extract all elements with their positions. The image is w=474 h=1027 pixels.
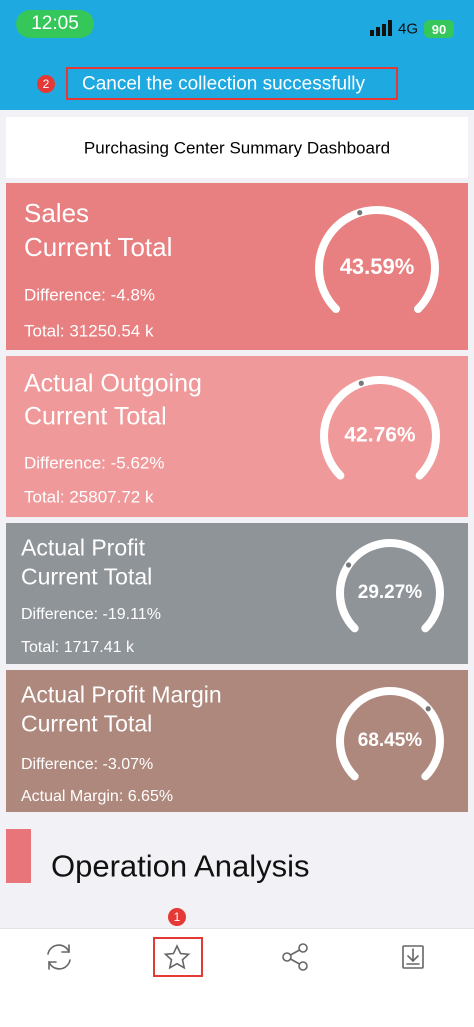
gauge: 43.59% bbox=[315, 206, 439, 314]
dashboard-title: Purchasing Center Summary Dashboard bbox=[83, 138, 391, 158]
share-button[interactable] bbox=[282, 943, 308, 971]
annotation-badge: 2 bbox=[37, 75, 55, 93]
card-title: Actual Profit bbox=[21, 534, 145, 561]
gauge-marker bbox=[425, 706, 431, 712]
toast-message: Cancel the collection successfully bbox=[82, 73, 366, 95]
gauge-arc bbox=[320, 376, 440, 480]
section-title: Operation Analysis bbox=[51, 848, 310, 884]
download-button[interactable] bbox=[402, 945, 424, 969]
tab-icons bbox=[47, 943, 424, 971]
section-marker bbox=[6, 829, 31, 883]
card-title: Actual Outgoing bbox=[24, 369, 202, 398]
total: Total: 1717.41 k bbox=[21, 639, 134, 656]
gauge: 42.76% bbox=[320, 376, 440, 480]
gauge-arc bbox=[336, 687, 444, 781]
total: Total: 31250.54 k bbox=[24, 321, 154, 341]
gauge: 68.45% bbox=[336, 687, 444, 781]
gauge-marker bbox=[345, 562, 352, 568]
network: 4G bbox=[398, 20, 419, 38]
total: Actual Margin: 6.65% bbox=[21, 788, 174, 805]
annotation-badge: 1 bbox=[168, 908, 186, 926]
difference: Difference: -4.8% bbox=[24, 285, 156, 305]
gauge-arc bbox=[336, 539, 444, 633]
refresh-button[interactable] bbox=[47, 944, 71, 970]
tab-bar bbox=[0, 928, 474, 1027]
gauge-arc bbox=[315, 206, 439, 314]
card-title: Current Total bbox=[21, 563, 153, 590]
difference: Difference: -5.62% bbox=[24, 453, 165, 473]
difference: Difference: -3.07% bbox=[21, 756, 154, 773]
gauge: 29.27% bbox=[336, 539, 444, 633]
card-title: Current Total bbox=[24, 402, 167, 431]
card-title: Current Total bbox=[21, 710, 153, 737]
signal-icon bbox=[370, 20, 392, 36]
gauge-label: 42.76% bbox=[344, 424, 416, 447]
gauge-marker bbox=[358, 380, 364, 386]
difference: Difference: -19.11% bbox=[21, 606, 161, 623]
gauge-label: 29.27% bbox=[358, 582, 423, 603]
title-card bbox=[6, 117, 468, 178]
gauge-label: 68.45% bbox=[358, 730, 423, 751]
gauge-marker bbox=[357, 210, 363, 216]
total: Total: 25807.72 k bbox=[24, 487, 154, 507]
card-title: Actual Profit Margin bbox=[21, 681, 222, 708]
gauge-label: 43.59% bbox=[340, 254, 415, 279]
favorite-button[interactable] bbox=[163, 944, 191, 970]
battery: 90 bbox=[424, 20, 454, 38]
card-title: Current Total bbox=[24, 232, 173, 262]
card-title: Sales bbox=[24, 198, 90, 228]
time: 12:05 bbox=[16, 10, 94, 38]
